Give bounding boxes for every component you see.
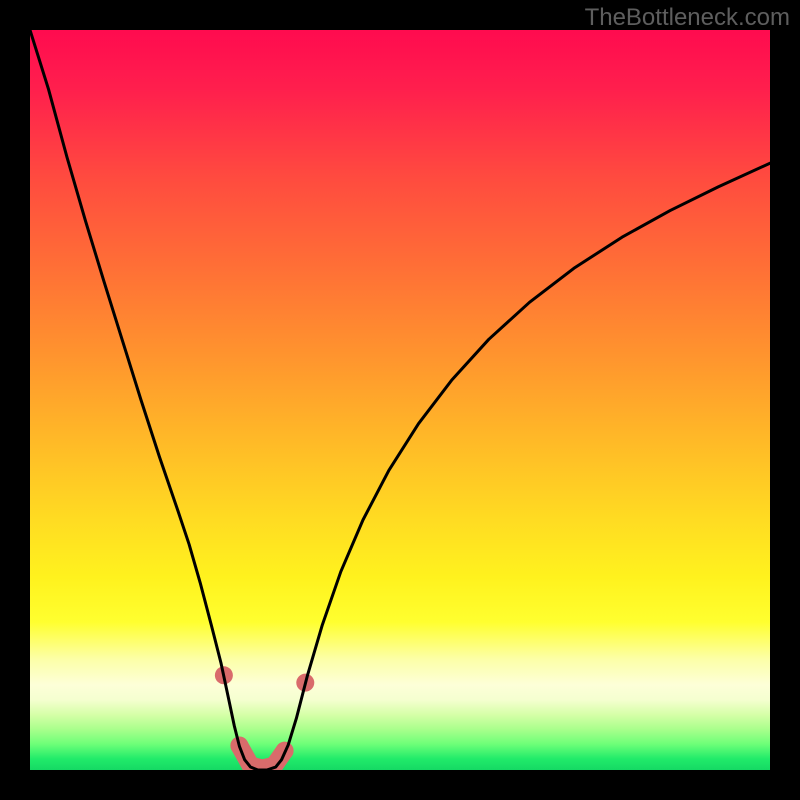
watermark-label: TheBottleneck.com: [585, 4, 790, 32]
marker-group: [215, 666, 314, 770]
chart-overlay: [30, 30, 770, 770]
chart-plot-area: [30, 30, 770, 770]
bottleneck-curve: [30, 30, 770, 770]
